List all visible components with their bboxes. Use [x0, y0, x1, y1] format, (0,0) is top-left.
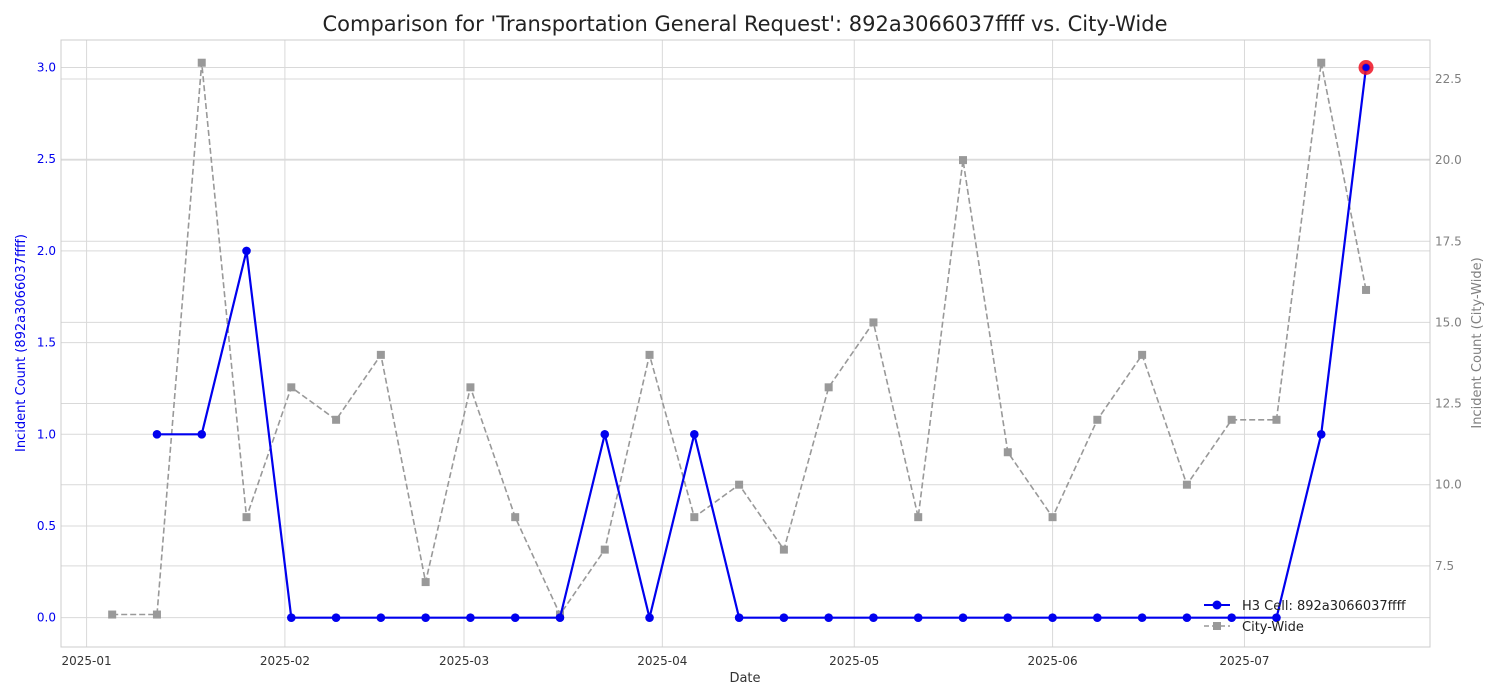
y-tick-label-left: 1.0	[37, 427, 56, 441]
data-point-city-wide	[466, 383, 475, 392]
data-point-h3-cell	[555, 613, 565, 622]
legend-entry-h3-cell: H3 Cell: 892a3066037ffff	[1204, 599, 1407, 614]
data-point-h3-cell	[466, 613, 475, 622]
data-point-city-wide	[511, 513, 520, 522]
data-point-city-wide	[242, 513, 251, 522]
chart-title: Comparison for 'Transportation General R…	[322, 12, 1167, 36]
data-point-city-wide	[645, 350, 654, 359]
data-point-h3-cell	[152, 429, 162, 439]
data-point-h3-cell	[421, 613, 430, 622]
data-point-h3-cell	[242, 246, 251, 256]
data-point-h3-cell	[510, 613, 520, 622]
x-tick-label: 2025-04	[637, 654, 687, 668]
data-point-city-wide	[824, 383, 833, 392]
data-point-city-wide	[600, 545, 609, 554]
data-point-h3-cell	[1048, 613, 1057, 622]
data-point-city-wide	[197, 58, 206, 67]
data-point-h3-cell	[1227, 613, 1236, 622]
data-point-h3-cell	[958, 613, 968, 622]
y-tick-label-right: 20.0	[1435, 153, 1462, 167]
x-tick-label: 2025-06	[1027, 654, 1077, 668]
data-point-h3-cell	[1272, 613, 1281, 622]
plot-frame	[60, 39, 1431, 648]
data-point-city-wide	[1003, 448, 1012, 457]
y-tick-label-right: 12.5	[1435, 397, 1462, 411]
data-point-h3-cell	[779, 613, 789, 622]
legend: H3 Cell: 892a3066037ffff City-Wide	[1204, 599, 1407, 635]
x-tick-label: 2025-07	[1219, 654, 1269, 668]
data-point-h3-cell	[1137, 613, 1147, 622]
data-point-city-wide	[914, 513, 923, 522]
legend-label-city-wide: City-Wide	[1242, 620, 1304, 635]
data-point-city-wide	[376, 350, 385, 359]
legend-marker-h3-cell	[1212, 600, 1222, 610]
highlight-point-core	[1362, 64, 1370, 72]
data-point-city-wide	[152, 610, 161, 619]
data-point-city-wide	[1048, 513, 1057, 522]
data-point-h3-cell	[1182, 613, 1192, 622]
data-point-city-wide	[1093, 415, 1102, 424]
data-point-city-wide	[1182, 480, 1191, 489]
data-point-city-wide	[959, 156, 968, 165]
data-point-city-wide	[1138, 350, 1147, 359]
data-point-city-wide	[287, 383, 296, 392]
data-point-h3-cell	[734, 613, 744, 622]
y-tick-label-left: 2.5	[37, 152, 56, 166]
y-tick-label-right: 7.5	[1435, 559, 1454, 573]
legend-label-h3-cell: H3 Cell: 892a3066037ffff	[1242, 599, 1407, 614]
data-point-city-wide	[332, 415, 341, 424]
x-tick-label: 2025-05	[829, 654, 879, 668]
y-tick-label-left: 0.0	[37, 611, 56, 625]
y-tick-label-left: 1.5	[37, 336, 56, 350]
x-tick-label: 2025-03	[439, 654, 489, 668]
series-line-h3-cell	[157, 67, 1368, 619]
data-point-city-wide	[690, 513, 699, 522]
data-point-h3-cell	[690, 429, 699, 439]
data-point-h3-cell	[1003, 613, 1013, 622]
data-point-city-wide	[1227, 415, 1236, 424]
data-point-city-wide	[1272, 415, 1281, 424]
legend-entry-city-wide: City-Wide	[1204, 620, 1304, 635]
data-point-h3-cell	[645, 613, 654, 622]
x-axis-label: Date	[729, 671, 760, 686]
data-point-city-wide	[421, 578, 430, 587]
legend-marker-city-wide	[1213, 622, 1221, 630]
y-tick-label-right: 17.5	[1435, 234, 1462, 248]
y-axis-label-left: Incident Count (892a3066037ffff)	[14, 234, 29, 452]
y-tick-label-right: 22.5	[1435, 72, 1462, 86]
data-point-h3-cell	[1093, 613, 1102, 622]
plot-area	[61, 40, 1430, 647]
y-axis-label-right: Incident Count (City-Wide)	[1470, 257, 1485, 428]
data-point-h3-cell	[376, 613, 386, 622]
y-tick-label-left: 2.0	[37, 244, 56, 258]
data-point-city-wide	[779, 545, 788, 554]
y-tick-label-right: 10.0	[1435, 478, 1462, 492]
data-point-h3-cell	[286, 613, 296, 622]
x-tick-label: 2025-02	[260, 654, 310, 668]
data-point-h3-cell	[197, 429, 207, 439]
data-point-city-wide	[108, 610, 117, 619]
data-point-city-wide	[735, 480, 744, 489]
y-tick-label-left: 0.5	[37, 519, 56, 533]
y-tick-label-right: 15.0	[1435, 315, 1462, 329]
data-point-city-wide	[1317, 58, 1326, 67]
data-point-h3-cell	[1316, 429, 1326, 439]
data-point-h3-cell	[824, 613, 833, 622]
data-point-city-wide	[869, 318, 878, 327]
data-point-city-wide	[1362, 285, 1371, 294]
series-layer	[108, 58, 1374, 622]
data-point-h3-cell	[600, 429, 610, 439]
x-tick-label: 2025-01	[62, 654, 112, 668]
y-tick-label-left: 3.0	[37, 61, 56, 75]
tick-layer: 2025-01 2025-02 2025-03 2025-04 2025-05 2025-…	[37, 61, 1462, 668]
data-point-h3-cell	[331, 613, 341, 622]
data-point-h3-cell	[869, 613, 878, 622]
data-point-h3-cell	[913, 613, 923, 622]
